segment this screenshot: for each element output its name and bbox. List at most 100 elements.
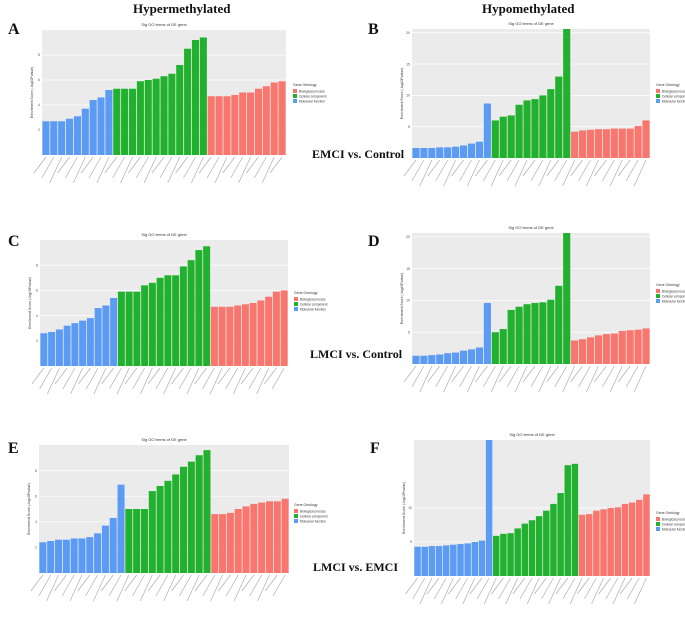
x-tick-label [441,577,454,605]
bar [579,339,587,364]
bar [258,502,266,573]
bar [42,121,50,155]
x-tick-label [72,156,86,184]
y-tick-label: 10 [406,299,410,303]
x-tick-label [498,577,511,600]
bar [642,120,650,158]
x-tick-label [120,156,133,184]
x-tick-label [112,156,125,179]
bar [600,509,607,576]
x-tick-label [427,365,441,383]
y-tick-label: 5 [408,330,410,334]
bar [172,474,180,573]
bar [515,306,523,364]
bar [63,325,71,366]
bar [55,539,63,573]
x-tick-label [435,159,449,182]
x-tick-label [419,159,433,187]
bar [602,334,610,364]
x-tick-label [261,156,275,184]
x-tick-label [451,159,464,177]
bar [101,525,109,573]
x-tick-label [147,574,161,592]
x-tick-label [194,574,208,592]
x-tick-label [609,365,623,393]
bar [242,506,250,573]
x-tick-label [609,159,623,187]
x-tick-label [467,159,480,187]
x-tick-label [238,156,251,184]
x-tick-label [498,159,512,177]
x-tick-label [530,365,544,388]
x-tick-label [214,156,228,184]
x-tick-label [482,159,496,182]
x-tick-label [230,156,244,179]
bar [156,485,164,573]
legend-title: Gene Ontology [656,283,680,287]
bar [62,539,70,573]
x-tick-label [124,574,137,592]
x-tick-label [491,577,504,595]
x-tick-label [411,159,425,182]
bar [628,502,636,576]
bar [234,305,242,366]
x-tick-label [601,365,615,388]
bar [475,141,483,158]
y-tick-label: 10 [406,94,410,98]
x-tick-label [512,577,526,595]
bar [223,96,231,155]
x-tick-label [41,156,55,179]
x-tick-label [633,159,647,187]
x-tick-label [202,367,215,390]
x-tick-label [57,156,70,174]
bar [535,516,543,576]
x-tick-label [598,577,611,595]
bar [500,533,507,576]
legend-swatch [294,509,298,513]
x-tick-label [171,367,184,385]
y-tick-label: 8 [35,469,37,473]
y-tick-label: 10 [408,506,412,510]
bar [610,333,618,364]
bar [231,95,239,155]
bar [105,90,113,155]
bar [643,494,650,576]
bar [113,88,121,155]
bar [187,260,195,366]
bar [47,541,55,573]
legend-swatch [656,527,660,531]
x-tick-label [38,574,52,597]
x-tick-label [617,365,631,383]
x-tick-label [246,156,259,174]
bar [215,96,223,155]
bar [94,308,102,366]
x-tick-label [93,574,106,602]
legend-swatch [656,299,660,303]
x-tick-label [625,365,639,388]
x-tick-label [104,156,118,174]
bar [550,503,557,576]
x-tick-label [570,159,583,177]
bar [270,82,278,155]
y-tick-label: 2 [36,339,38,343]
x-tick-label [459,365,472,388]
legend-swatch [293,89,297,93]
bar [594,129,602,158]
bar [614,507,622,576]
x-tick-label [626,577,640,600]
x-tick-label [475,159,488,177]
legend-swatch [656,89,660,93]
x-tick-label [546,159,560,177]
x-tick-label [538,365,552,393]
bar [444,147,452,158]
bar [528,520,536,576]
x-tick-label [264,367,277,385]
x-tick-label [128,156,141,174]
bar [634,329,642,364]
bar [207,96,215,155]
x-tick-label [514,159,528,187]
bar [187,461,195,573]
x-tick-label [54,367,68,385]
bar [428,355,436,364]
x-tick-label [555,577,569,595]
